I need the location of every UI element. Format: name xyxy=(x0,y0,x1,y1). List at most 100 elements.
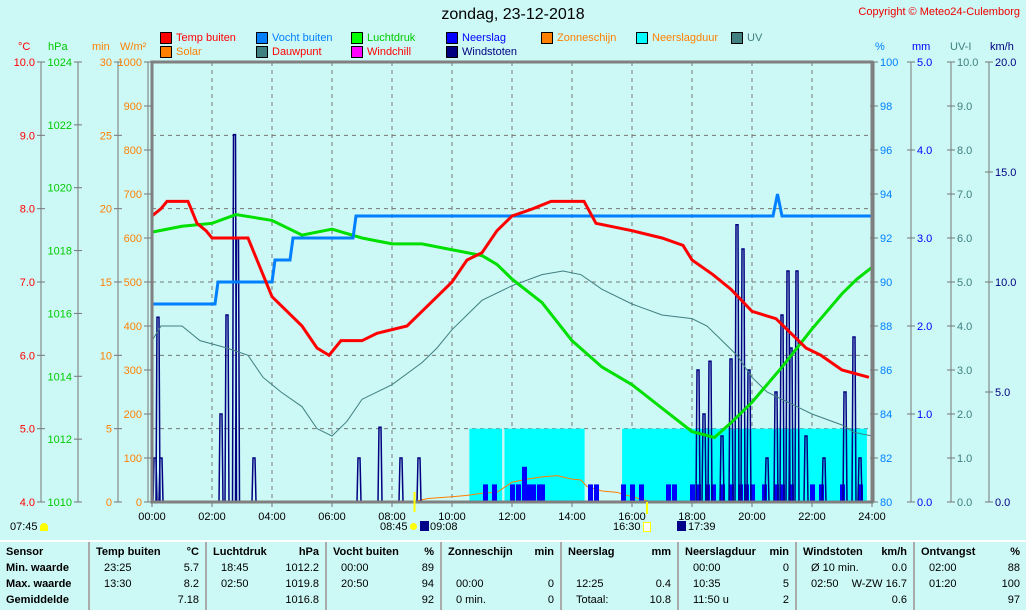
rain-bar xyxy=(516,484,521,502)
minutes-tick-label: 5 xyxy=(106,424,112,436)
rain-bar xyxy=(750,484,755,502)
rain-bar xyxy=(588,484,593,502)
x-tick-label: 00:00 xyxy=(138,511,166,523)
gust-spike xyxy=(746,369,752,503)
legend-label: Zonneschijn xyxy=(557,32,617,44)
pressure-line xyxy=(151,212,873,440)
gust-spike xyxy=(821,457,827,503)
solar-tick-label: 0 xyxy=(136,497,142,509)
stat-value: 5.7 xyxy=(183,562,199,574)
gust-spike xyxy=(788,347,794,503)
legend-label: UV xyxy=(747,32,763,44)
minutes-tick-label: 20 xyxy=(100,204,112,216)
column-header: Temp buiten xyxy=(96,546,161,558)
humidity-tick-label: 88 xyxy=(880,321,892,333)
stat-value: 92 xyxy=(421,594,434,606)
stat-time: 10:35 xyxy=(693,578,721,590)
stat-time: 02:00 xyxy=(929,562,957,574)
legend-swatch xyxy=(351,32,363,44)
uv-tick-label: 9.0 xyxy=(957,101,972,113)
moon-icon xyxy=(420,521,429,531)
uv-tick-label: 1.0 xyxy=(957,453,972,465)
x-tick-label: 12:00 xyxy=(498,511,526,523)
temp-tick-label: 4.0 xyxy=(20,497,35,509)
stat-time: Ø 10 min. xyxy=(811,562,859,574)
rain-bar xyxy=(672,484,677,502)
stat-value: 5 xyxy=(782,578,789,590)
uv-unit-label: UV-I xyxy=(950,41,971,53)
rain-tick-label: 0.0 xyxy=(917,497,932,509)
stat-value: 0 xyxy=(547,594,554,606)
uv-tick-label: 3.0 xyxy=(957,365,972,377)
legend-swatch xyxy=(256,32,268,44)
legend-swatch xyxy=(446,32,458,44)
gust-spike xyxy=(734,224,740,503)
rain-bar xyxy=(639,484,644,502)
stat-time xyxy=(213,592,221,608)
stat-value: 0.0 xyxy=(891,562,907,574)
pressure-tick-label: 1024 xyxy=(48,57,72,69)
sensor-column: Sensor Min. waarde Max. waarde Gemiddeld… xyxy=(0,542,88,610)
stat-time: 00:00 xyxy=(456,578,484,590)
wind-tick-label: 20.0 xyxy=(995,57,1016,69)
minutes-tick-label: 15 xyxy=(100,277,112,289)
stat-time: 20:50 xyxy=(341,578,369,590)
gust-spike xyxy=(851,336,857,503)
humidity-tick-label: 98 xyxy=(880,101,892,113)
legend-swatch xyxy=(731,32,743,44)
stats-column: Luchtdruk hPa 18:45 1012.2 02:50 1019.8 1016.8 xyxy=(205,542,325,610)
pressure-tick-label: 1016 xyxy=(48,308,72,320)
stat-value: 94 xyxy=(421,578,434,590)
rain-bar xyxy=(621,484,626,502)
rain-bar xyxy=(810,484,815,502)
stat-time: 00:00 xyxy=(341,562,369,574)
gust-spike xyxy=(842,391,848,503)
stat-time: 00:00 xyxy=(693,562,721,574)
legend-item: Temp buiten xyxy=(160,32,236,44)
humidity-tick-label: 90 xyxy=(880,277,892,289)
gust-spike xyxy=(773,391,779,503)
legend-label: Temp buiten xyxy=(176,32,236,44)
legend-swatch xyxy=(446,46,458,58)
sunrise-time: 07:45 xyxy=(10,521,38,533)
humidity-tick-label: 96 xyxy=(880,145,892,157)
temp-tick-label: 8.0 xyxy=(20,204,35,216)
wind-unit-label: km/h xyxy=(990,41,1014,53)
stat-value: 8.2 xyxy=(183,578,199,590)
legend-item: Neerslag xyxy=(446,32,506,44)
legend-label: Neerslag xyxy=(462,32,507,44)
x-tick-label: 20:00 xyxy=(738,511,766,523)
humidity-tick-label: 94 xyxy=(880,189,892,201)
gust-spike xyxy=(803,435,809,503)
gust-spike xyxy=(416,457,422,503)
stat-time xyxy=(921,592,929,608)
legend-swatch xyxy=(160,46,172,58)
gust-spike xyxy=(707,360,713,503)
rain-bar xyxy=(666,484,671,502)
pressure-tick-label: 1020 xyxy=(48,183,72,195)
legend-swatch xyxy=(160,32,172,44)
rain-bar xyxy=(492,484,497,502)
gust-spike xyxy=(224,314,230,503)
pressure-tick-label: 1018 xyxy=(48,246,72,258)
x-tick-label: 18:00 xyxy=(678,511,706,523)
stat-time xyxy=(568,560,576,576)
stats-column: Temp buiten °C 23:25 5.7 13:30 8.2 7.18 xyxy=(88,542,205,610)
min-label: Min. waarde xyxy=(6,562,69,574)
sunset-icon xyxy=(643,522,651,532)
stat-time: 11:50 u xyxy=(693,594,729,606)
humidity-line xyxy=(152,193,872,306)
dewpoint-line xyxy=(151,270,873,437)
solar-tick-label: 100 xyxy=(124,453,142,465)
stat-time xyxy=(803,592,811,608)
rain-bar xyxy=(526,484,532,502)
column-header: Neerslagduur xyxy=(685,546,756,558)
legend-label: Luchtdruk xyxy=(367,32,416,44)
gust-spike xyxy=(218,413,224,503)
legend-item: Neerslagduur xyxy=(636,32,718,44)
rain-bar xyxy=(630,484,635,502)
stat-time xyxy=(448,560,456,576)
legend-swatch xyxy=(636,32,648,44)
solar-tick-label: 600 xyxy=(124,233,142,245)
wind-tick-label: 10.0 xyxy=(995,277,1016,289)
